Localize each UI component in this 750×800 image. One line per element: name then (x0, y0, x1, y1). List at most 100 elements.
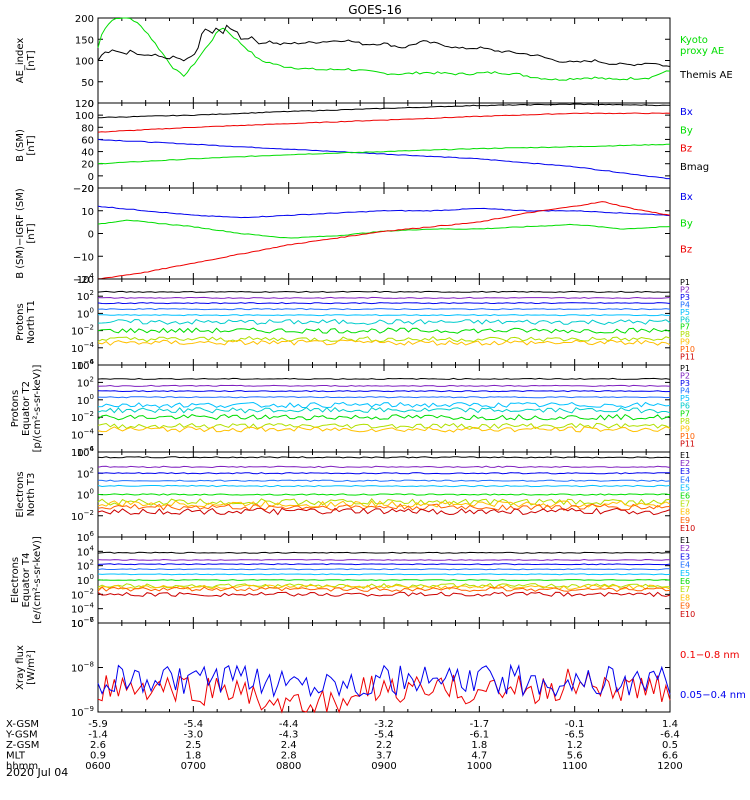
series-line (97, 308, 671, 311)
legend-entry: P2 (680, 285, 690, 294)
y-tick-label: 20 (81, 184, 94, 195)
legend-entry: P3 (680, 293, 690, 302)
series-line (97, 396, 671, 399)
series-line (97, 591, 671, 598)
series-line (97, 586, 671, 592)
y-tick-label: 104 (77, 358, 95, 372)
legend-entry: By (680, 125, 693, 136)
series-line (97, 318, 671, 326)
series-line (97, 413, 671, 421)
series-line (97, 456, 671, 459)
legend-entry: E2 (680, 459, 690, 468)
orbit-value: -4.3 (279, 730, 299, 741)
orbit-value: -6.4 (660, 730, 680, 741)
y-tick-label: 10 (81, 207, 94, 218)
series-line (98, 314, 670, 317)
legend-entry: E10 (680, 610, 695, 619)
series-line (97, 138, 670, 180)
y-tick-label: 20 (81, 160, 94, 171)
orbit-value: -0.1 (565, 719, 585, 730)
orbit-row-label: Y-GSM (5, 730, 38, 741)
y-axis-label: Equator T4 (21, 553, 32, 608)
y-axis-label: AE_index (15, 38, 26, 84)
series-line (97, 24, 671, 67)
panel-5: Protons Equator T2 [p/(cm²-s-sr-keV)]10−61… (10, 358, 695, 459)
date-label: 2020 Jul 04 (6, 766, 68, 779)
y-tick-label: 104 (77, 544, 95, 558)
orbit-row-label: MLT (6, 751, 26, 762)
orbit-value: 0700 (181, 761, 206, 772)
orbit-value: 2.4 (281, 740, 297, 751)
legend-entry: E7 (680, 585, 690, 594)
y-tick-label: 0 (88, 172, 94, 183)
legend-entry: P9 (680, 338, 690, 347)
y-tick-label: −10 (73, 252, 94, 263)
legend-entry: P10 (680, 345, 695, 354)
y-tick-label: 100 (77, 393, 94, 407)
y-tick-label: 104 (77, 445, 95, 459)
orbit-value: -5.4 (374, 730, 394, 741)
orbit-value: -4.4 (279, 719, 299, 730)
legend-entry: P5 (680, 308, 690, 317)
y-tick-label: 102 (77, 466, 94, 480)
orbit-value: 0.9 (90, 751, 106, 762)
legend-entry: 0.1−0.8 nm (680, 650, 739, 661)
orbit-value: 0600 (85, 761, 110, 772)
orbit-row-label: X-GSM (6, 719, 39, 730)
y-tick-label: 50 (81, 78, 94, 89)
orbit-value: 2.2 (376, 740, 392, 751)
orbit-value: 1.2 (567, 740, 583, 751)
series-line (97, 498, 671, 506)
series-line (97, 377, 671, 380)
orbit-value: -3.2 (374, 719, 394, 730)
series-line (97, 327, 671, 334)
orbit-value: -3.0 (184, 730, 204, 741)
y-tick-label: 100 (77, 306, 94, 320)
series-line (97, 558, 670, 561)
y-axis-label: Electrons (10, 557, 21, 603)
legend-entry: P6 (680, 402, 690, 411)
legend-entry: E3 (680, 552, 690, 561)
orbit-value: 1.8 (471, 740, 487, 751)
series-line (97, 500, 671, 508)
legend-entry: E5 (680, 483, 690, 492)
series-line (97, 484, 671, 488)
panel-3: B (SM)−IGRF (SM) [nT] −20 −10 0 10 20 Bx By Bz (15, 184, 693, 286)
legend-entry: E1 (680, 451, 690, 460)
y-tick-label: 10−2 (71, 324, 94, 338)
legend-entry: Bx (680, 107, 693, 118)
y-axis-label: [e/(cm²-s-sr-keV)] (32, 536, 43, 624)
plot-title: GOES-16 (348, 3, 402, 17)
legend-entry: E1 (680, 536, 690, 545)
series-line (97, 584, 671, 590)
legend-entry: Bx (680, 192, 693, 203)
y-axis-label: Protons (15, 303, 26, 340)
series-line (97, 112, 671, 133)
y-tick-label: 10−4 (71, 341, 95, 355)
series-line (97, 663, 671, 698)
y-tick-label: 10−9 (71, 705, 94, 719)
series-line (97, 339, 671, 346)
legend-entry: P11 (680, 439, 695, 448)
y-axis-label: Equator T2 (21, 381, 32, 436)
legend-entry: P1 (680, 278, 690, 287)
series-line (97, 551, 671, 554)
y-tick-label: 10−2 (71, 410, 94, 424)
legend-entry: P3 (680, 379, 690, 388)
orbit-value: -5.9 (88, 719, 108, 730)
y-tick-label: 10−8 (71, 661, 94, 675)
legend-entry: P7 (680, 323, 690, 332)
panel-7: Electrons Equator T4 [e/(cm²-s-sr-keV)] 10−… (10, 530, 695, 630)
y-axis-label: [p/(cm²-s-sr-keV)] (32, 365, 43, 453)
series-line (97, 336, 671, 343)
legend-entry: P5 (680, 394, 690, 403)
legend-entry: Themis AE (679, 70, 733, 81)
orbit-value: 1200 (657, 761, 682, 772)
series-line (97, 573, 671, 576)
y-tick-label: 60 (81, 135, 94, 146)
legend-entry: E4 (680, 561, 690, 570)
y-tick-label: 100 (77, 488, 94, 502)
y-tick-label: 10−4 (71, 602, 95, 616)
orbit-value: 5.6 (567, 751, 583, 762)
